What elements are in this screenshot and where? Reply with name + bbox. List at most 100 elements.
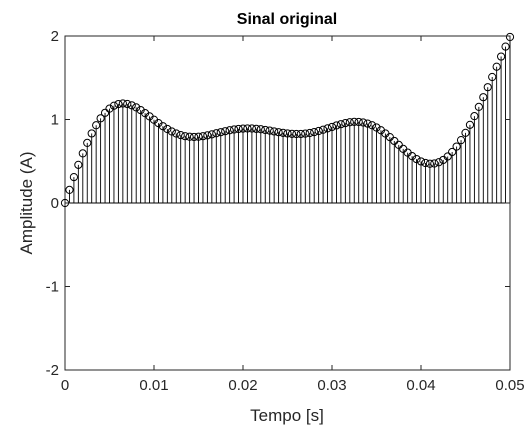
stem-marker — [421, 158, 430, 168]
stem-marker — [408, 152, 417, 161]
stem-marker — [425, 159, 434, 168]
stem-marker — [314, 126, 323, 136]
stem-marker — [497, 52, 506, 61]
stem-marker — [372, 123, 381, 132]
stem-marker — [323, 124, 332, 133]
stem-marker — [230, 125, 239, 134]
stem-marker — [350, 117, 359, 126]
stem-marker — [345, 118, 354, 127]
stem-marker — [118, 99, 127, 108]
stem-marker — [234, 124, 243, 134]
x-tick-label: 0.04 — [406, 377, 435, 394]
stem-marker — [252, 124, 261, 133]
stem-marker — [359, 118, 368, 127]
x-tick-label: 0.02 — [228, 377, 257, 394]
stem-marker — [492, 62, 501, 71]
stem-marker — [256, 125, 265, 134]
stem-marker — [301, 129, 310, 138]
stem-marker — [221, 127, 230, 136]
stem-marker — [412, 154, 421, 164]
stem-marker — [212, 129, 221, 138]
stem-marker — [158, 122, 167, 131]
stem-marker — [92, 121, 101, 130]
stem-marker — [198, 132, 208, 141]
stem-marker — [292, 129, 301, 139]
stem-marker — [87, 129, 96, 138]
stem-marker — [74, 160, 83, 169]
stem-marker — [238, 124, 248, 133]
stem-marker — [483, 83, 492, 92]
stem-marker — [247, 124, 256, 133]
stem-marker — [172, 129, 181, 138]
stem-marker — [105, 104, 114, 113]
stem-marker — [479, 93, 488, 102]
stem-marker — [243, 124, 252, 133]
stem-marker — [354, 117, 363, 127]
stem-marker — [448, 147, 457, 157]
stem-marker — [305, 128, 314, 138]
stem-marker — [96, 114, 105, 123]
stem-marker — [163, 124, 172, 134]
stem-marker — [69, 173, 79, 182]
stem-marker — [287, 129, 297, 138]
stem-marker — [367, 121, 377, 130]
stem-marker — [270, 127, 279, 136]
x-tick-label: 0.01 — [139, 377, 168, 394]
stem-marker — [416, 157, 426, 166]
x-tick-label: 0 — [61, 377, 69, 394]
stem-marker — [83, 138, 92, 147]
stem-marker — [456, 136, 466, 145]
stem-marker — [465, 120, 475, 129]
stem-marker — [336, 120, 345, 129]
stem-marker — [78, 149, 87, 158]
stem-marker — [430, 159, 439, 168]
stem-marker — [452, 142, 461, 151]
stem-marker — [474, 102, 483, 111]
stem-marker — [327, 122, 337, 132]
stem-marker — [296, 129, 305, 139]
y-tick-label: 0 — [51, 195, 59, 212]
stem-marker — [100, 108, 110, 117]
stem-marker — [461, 128, 470, 137]
stem-marker — [488, 72, 497, 82]
stem-marker — [132, 103, 141, 112]
stem-marker — [443, 152, 452, 161]
stem-marker — [265, 126, 274, 135]
y-tick-label: 2 — [51, 28, 59, 45]
stem-marker — [363, 119, 372, 128]
stem-marker — [114, 99, 123, 109]
stem-marker — [319, 125, 328, 134]
stem-marker — [501, 42, 510, 51]
x-tick-label: 0.05 — [495, 377, 524, 394]
stem-marker — [189, 132, 199, 142]
stem-marker — [278, 128, 288, 137]
stem-marker — [274, 128, 283, 137]
stem-marker — [176, 131, 185, 140]
stem-marker — [194, 132, 203, 141]
x-axis-label: Tempo [s] — [250, 406, 324, 425]
y-axis-label: Amplitude (A) — [17, 152, 36, 255]
stem-marker — [109, 101, 119, 110]
stem-marker — [185, 132, 194, 141]
stem-marker — [310, 128, 319, 137]
y-tick-label: -1 — [46, 279, 59, 296]
stem-marker — [283, 129, 292, 138]
y-tick-label: 1 — [51, 112, 59, 129]
stem-marker — [207, 130, 216, 139]
stem-marker — [434, 158, 443, 167]
stem-marker — [65, 185, 74, 194]
stem-marker — [216, 128, 225, 137]
stem-marker — [261, 125, 270, 135]
stem-marker — [167, 127, 176, 136]
stem-marker — [470, 112, 479, 121]
x-tick-label: 0.03 — [317, 377, 346, 394]
stem-marker — [203, 131, 212, 140]
chart-title: Sinal original — [237, 11, 337, 28]
stem-marker — [123, 99, 132, 109]
stem-marker — [332, 121, 341, 130]
stem-marker — [225, 126, 234, 135]
stem-marker — [181, 132, 190, 141]
y-tick-label: -2 — [46, 362, 59, 379]
stem-marker — [341, 118, 350, 128]
